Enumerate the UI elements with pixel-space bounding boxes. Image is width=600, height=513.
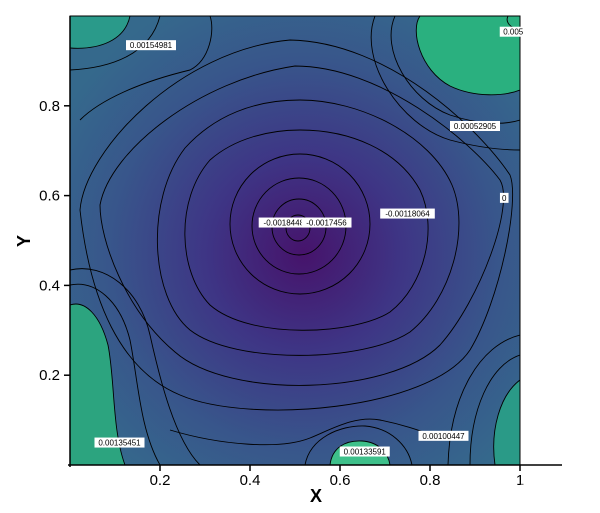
x-tick-label: 0.4 [240, 472, 261, 489]
contour-label-box [126, 40, 176, 51]
contour-label: 0.00135451 [98, 439, 141, 448]
y-tick-label: 0.8 [39, 98, 60, 115]
contour-label: -0.00118064 [385, 210, 430, 219]
contour-label-box [339, 446, 390, 457]
contour-region-bottom-right [493, 380, 520, 465]
contour-label-box [418, 430, 469, 441]
contour-label: 0.00154981 [130, 41, 173, 50]
contour-label-box [94, 437, 145, 448]
contour-region-top-left [70, 16, 130, 49]
contour-label: -0.00184481 [264, 219, 309, 228]
contour-label-box [450, 121, 500, 132]
y-tick-label: 0.2 [39, 367, 60, 384]
contour-region-top-right [416, 16, 520, 95]
contour-label: 0.00100447 [422, 432, 465, 441]
contour-label-box [258, 217, 314, 228]
x-tick-label: 1 [516, 472, 524, 489]
contour-label-box [499, 192, 509, 203]
y-ticks: 0.2 0.4 0.6 0.8 [39, 98, 70, 384]
x-tick-label: 0.6 [330, 472, 351, 489]
contour-label-box [499, 26, 527, 37]
y-tick-label: 0.4 [39, 277, 60, 294]
y-axis-title: Y [14, 235, 34, 247]
contour-label-box [301, 217, 352, 228]
contour-label: 0.005 [503, 28, 524, 37]
watermark: 知乎 @一朝尘尽光生 [453, 483, 583, 500]
plot-area [70, 16, 520, 465]
contour-label: 0.00052905 [454, 122, 497, 131]
contour-label-box [380, 208, 435, 219]
axes [68, 16, 562, 467]
y-tick-label: 0.6 [39, 188, 60, 205]
contour-labels: 0.001549810.0050.00052905-0.00184481-0.0… [94, 26, 527, 457]
contour-label: 0 [502, 194, 507, 203]
x-axis-title: X [310, 486, 322, 506]
x-tick-label: 0.8 [420, 472, 441, 489]
x-ticks: 0.2 0.4 0.6 0.8 1 [150, 465, 524, 489]
contour-label: 0.00133591 [344, 448, 387, 457]
contour-region-bottom-left [70, 304, 125, 465]
contour-label: -0.0017456 [306, 219, 347, 228]
x-tick-label: 0.2 [150, 472, 171, 489]
